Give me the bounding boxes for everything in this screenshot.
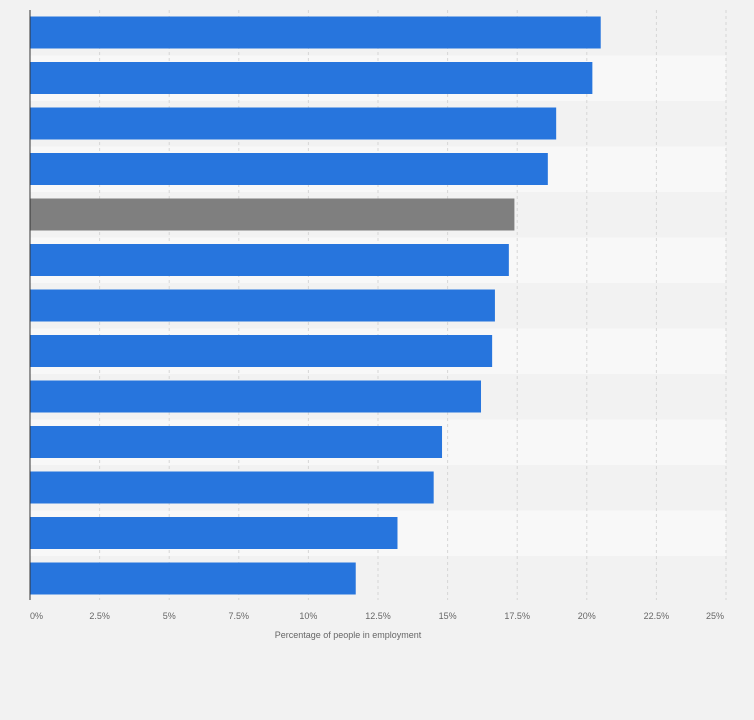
bar [30, 16, 601, 49]
bar [30, 380, 482, 413]
bar-highlighted [30, 198, 515, 231]
x-axis-ticks: 0% 2.5% 5% 7.5% 10% 12.5% 15% 17.5% 20% 22.5% 25% [30, 611, 724, 621]
bar [30, 62, 593, 94]
bar [30, 426, 443, 458]
bar [30, 289, 495, 322]
x-tick-label: 5% [163, 611, 176, 621]
x-tick-label: 10% [299, 611, 317, 621]
x-tick-label: 2.5% [89, 611, 110, 621]
x-axis-title: Percentage of people in employment [275, 630, 422, 640]
x-tick-label: 20% [578, 611, 596, 621]
x-tick-label: 25% [706, 611, 724, 621]
x-tick-label: 15% [439, 611, 457, 621]
bar [30, 244, 509, 276]
x-tick-label: 12.5% [365, 611, 391, 621]
x-tick-label: 0% [30, 611, 43, 621]
x-tick-label: 22.5% [644, 611, 670, 621]
bars [30, 16, 601, 595]
x-tick-label: 7.5% [229, 611, 250, 621]
x-tick-label: 17.5% [504, 611, 530, 621]
bar [30, 517, 398, 549]
bar [30, 153, 548, 185]
bar [30, 107, 557, 140]
bar [30, 562, 356, 595]
bar [30, 335, 493, 367]
bar [30, 471, 434, 504]
